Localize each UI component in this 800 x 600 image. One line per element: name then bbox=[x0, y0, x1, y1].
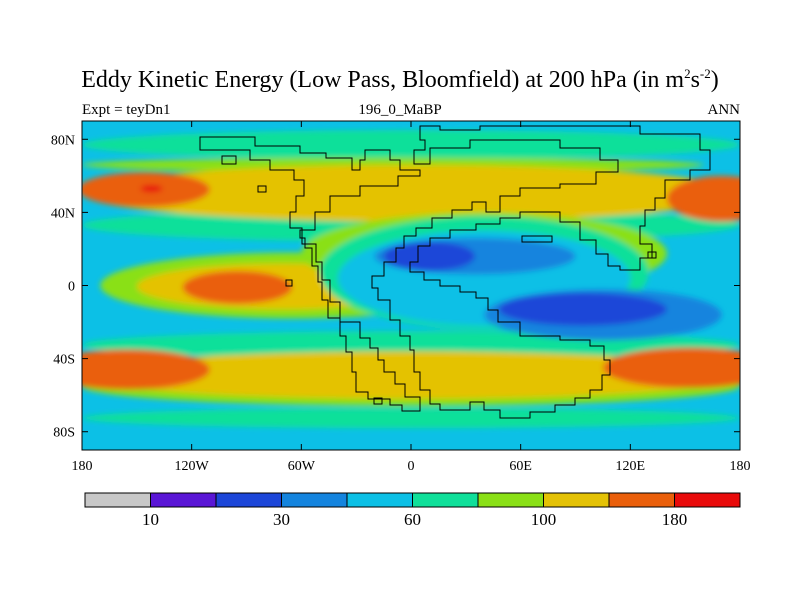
x-tick-label-3: 0 bbox=[408, 459, 415, 474]
title-unit-exponent-neg2: -2 bbox=[699, 66, 711, 81]
colorbar-box-4 bbox=[346, 492, 413, 508]
colorbar-box-6 bbox=[477, 492, 544, 508]
contour-region-1 bbox=[82, 407, 740, 429]
title-text: Eddy Kinetic Energy (Low Pass, Bloomfiel… bbox=[81, 67, 685, 93]
island-asia-bay-outline bbox=[521, 235, 553, 243]
x-tick-label-5: 120E bbox=[616, 459, 646, 474]
x-tick-label-6: 180 bbox=[730, 459, 751, 474]
axes: 180 120W 60W 0 60E 120E 180 80N 40N 0 40S 80S bbox=[51, 121, 751, 474]
x-tick-label-0: 180 bbox=[72, 459, 93, 474]
colorbar-box-0 bbox=[84, 492, 151, 508]
island-tropic-outline bbox=[285, 279, 293, 287]
contour-region-0 bbox=[82, 130, 740, 160]
island-south-outline bbox=[373, 397, 383, 405]
contour-region-22 bbox=[140, 184, 163, 193]
title-close-paren: ) bbox=[710, 67, 719, 93]
colorbar-label-0: 10 bbox=[142, 510, 159, 529]
y-tick-label-1: 40N bbox=[51, 206, 75, 221]
colorbar-box-3 bbox=[281, 492, 348, 508]
island-small-north-outline bbox=[221, 155, 237, 165]
contour-region-21 bbox=[602, 347, 740, 388]
subtitle-case: 196_0_MaBP bbox=[358, 102, 442, 118]
colorbar-label-3: 100 bbox=[531, 510, 557, 529]
colorbar-box-2 bbox=[215, 492, 282, 508]
island-east-outline bbox=[647, 251, 657, 259]
contour-bands bbox=[82, 130, 740, 429]
title-unit-s: s bbox=[690, 67, 700, 93]
island-small-west-outline bbox=[257, 185, 267, 193]
title-unit-exponent-2: 2 bbox=[684, 66, 691, 81]
y-tick-label-4: 80S bbox=[53, 426, 75, 441]
chart-title: Eddy Kinetic Energy (Low Pass, Bloomfiel… bbox=[0, 66, 800, 94]
colorbar: 10 30 60 100 180 bbox=[84, 492, 741, 529]
y-tick-label-0: 80N bbox=[51, 133, 75, 148]
x-tick-label-2: 60W bbox=[288, 459, 316, 474]
contour-region-8 bbox=[82, 351, 740, 399]
continent-outlines bbox=[199, 125, 711, 419]
colorbar-box-1 bbox=[150, 492, 217, 508]
contour-field bbox=[82, 121, 740, 450]
contour-region-16 bbox=[498, 292, 667, 326]
colorbar-label-2: 60 bbox=[404, 510, 421, 529]
colorbar-box-5 bbox=[412, 492, 479, 508]
y-tick-label-2: 0 bbox=[68, 280, 75, 295]
continent-americas-outline bbox=[199, 136, 421, 412]
colorbar-box-7 bbox=[543, 492, 610, 508]
x-tick-label-1: 120W bbox=[175, 459, 210, 474]
colorbar-box-9 bbox=[674, 492, 741, 508]
contour-region-15 bbox=[383, 241, 475, 271]
y-tick-label-3: 40S bbox=[53, 353, 75, 368]
colorbar-label-1: 30 bbox=[273, 510, 290, 529]
contour-region-20 bbox=[82, 349, 210, 390]
contour-region-19 bbox=[182, 270, 293, 304]
contour-region-7 bbox=[82, 164, 740, 222]
continent-africa-eurasia-outline bbox=[371, 125, 711, 419]
contour-region-18 bbox=[666, 175, 740, 222]
colorbar-box-8 bbox=[608, 492, 675, 508]
colorbar-label-4: 180 bbox=[662, 510, 688, 529]
x-tick-label-4: 60E bbox=[509, 459, 532, 474]
subtitle-season: ANN bbox=[707, 102, 741, 118]
subtitle-experiment: Expt = teyDn1 bbox=[82, 102, 171, 118]
